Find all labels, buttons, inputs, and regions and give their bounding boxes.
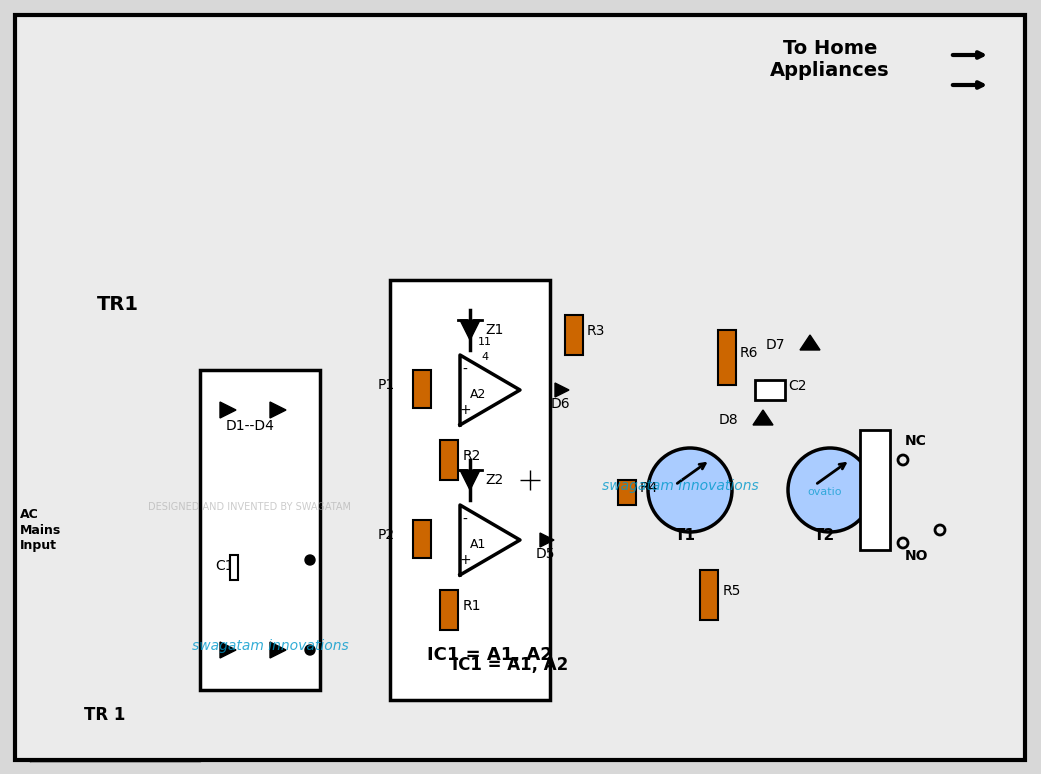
Text: swagatam innovations: swagatam innovations — [602, 479, 759, 493]
Polygon shape — [799, 335, 820, 350]
Text: A2: A2 — [469, 389, 486, 402]
Bar — [700, 570, 718, 620]
Polygon shape — [220, 642, 236, 658]
Text: +: + — [459, 403, 471, 417]
Text: NO: NO — [905, 549, 929, 563]
Text: ovatio: ovatio — [808, 487, 842, 497]
Text: A1: A1 — [469, 539, 486, 552]
Text: P2: P2 — [378, 528, 395, 542]
Circle shape — [26, 646, 34, 654]
Polygon shape — [460, 470, 480, 490]
Bar — [618, 480, 636, 505]
Text: +: + — [459, 553, 471, 567]
Text: R5: R5 — [723, 584, 741, 598]
Bar — [860, 430, 890, 550]
Text: swagatam innovations: swagatam innovations — [192, 639, 349, 653]
Bar — [440, 440, 458, 480]
Circle shape — [305, 645, 315, 655]
Text: IC1 = A1, A2: IC1 = A1, A2 — [452, 656, 568, 674]
Text: D5: D5 — [535, 547, 555, 561]
Circle shape — [305, 555, 315, 565]
Polygon shape — [270, 402, 286, 418]
Text: D6: D6 — [551, 397, 569, 411]
Bar — [200, 370, 320, 690]
Bar — [230, 555, 238, 580]
Text: AC
Mains
Input: AC Mains Input — [20, 509, 61, 552]
Circle shape — [648, 448, 732, 532]
Polygon shape — [220, 402, 236, 418]
Text: R2: R2 — [463, 449, 481, 463]
Text: R3: R3 — [587, 324, 606, 338]
Polygon shape — [460, 355, 520, 425]
Text: Z2: Z2 — [485, 473, 503, 487]
Text: D1--D4: D1--D4 — [226, 419, 275, 433]
Text: TR1: TR1 — [97, 295, 139, 314]
Text: 4: 4 — [481, 352, 488, 362]
Bar — [413, 520, 431, 558]
Text: R4: R4 — [640, 481, 658, 495]
Text: DESIGNED AND INVENTED BY SWAGATAM: DESIGNED AND INVENTED BY SWAGATAM — [149, 502, 352, 512]
Text: -: - — [462, 363, 467, 377]
Bar — [390, 280, 550, 700]
Text: IC1 = A1, A2: IC1 = A1, A2 — [427, 646, 553, 664]
Text: C2: C2 — [788, 379, 807, 393]
Text: T1: T1 — [675, 528, 695, 543]
Text: TR 1: TR 1 — [84, 706, 126, 724]
Text: C1: C1 — [215, 559, 233, 573]
Text: R6: R6 — [740, 346, 759, 360]
Text: Z1: Z1 — [485, 323, 504, 337]
Text: T2: T2 — [814, 528, 836, 543]
Bar — [755, 380, 785, 400]
Text: -: - — [462, 513, 467, 527]
Text: D8: D8 — [718, 413, 738, 427]
Text: D7: D7 — [765, 338, 785, 352]
Bar — [718, 330, 736, 385]
Polygon shape — [270, 642, 286, 658]
Polygon shape — [555, 383, 569, 397]
Text: NC: NC — [905, 434, 926, 448]
Text: P1: P1 — [378, 378, 395, 392]
Text: To Home
Appliances: To Home Appliances — [770, 39, 890, 80]
Polygon shape — [753, 410, 773, 425]
Text: 11: 11 — [478, 337, 492, 347]
Bar — [565, 315, 583, 355]
Text: R1: R1 — [463, 599, 482, 613]
Polygon shape — [460, 505, 520, 575]
Polygon shape — [460, 320, 480, 340]
Bar — [413, 370, 431, 408]
Polygon shape — [540, 533, 554, 547]
Bar — [440, 590, 458, 630]
Circle shape — [788, 448, 872, 532]
